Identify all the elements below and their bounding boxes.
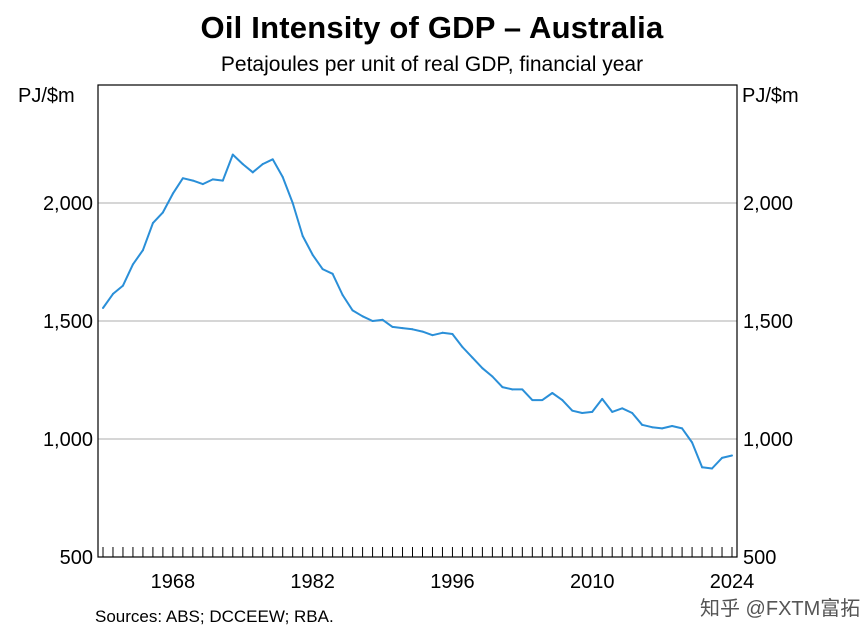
data-point <box>671 425 674 428</box>
data-point <box>181 177 184 180</box>
data-point <box>641 423 644 426</box>
data-point <box>351 309 354 312</box>
data-point <box>681 427 684 430</box>
data-point <box>441 331 444 334</box>
chart-subtitle: Petajoules per unit of real GDP, financi… <box>220 53 644 76</box>
data-point <box>721 456 724 459</box>
data-point <box>501 386 504 389</box>
data-point <box>541 399 544 402</box>
series-line <box>102 153 733 470</box>
data-point <box>221 179 224 182</box>
data-point <box>281 176 284 179</box>
data-point <box>301 235 304 238</box>
data-point <box>121 284 124 287</box>
data-point <box>561 399 564 402</box>
plot-frame <box>97 84 738 558</box>
data-point <box>611 410 614 413</box>
data-point <box>211 178 214 181</box>
data-point <box>361 315 364 318</box>
data-point <box>381 318 384 321</box>
data-point <box>331 272 334 275</box>
y-tick-label-left: 2,000 <box>43 193 93 215</box>
data-point <box>691 441 694 444</box>
left-axis-unit: PJ/$m <box>18 85 75 107</box>
y-tick-label-left: 1,000 <box>43 429 93 451</box>
y-tick-label-left: 500 <box>60 547 93 569</box>
data-point <box>701 466 704 469</box>
data-point <box>131 263 134 266</box>
chart-title: Oil Intensity of GDP – Australia <box>200 10 664 45</box>
y-tick-label-right: 500 <box>743 547 776 569</box>
data-point <box>491 375 494 378</box>
data-point <box>631 412 634 415</box>
data-point <box>481 367 484 370</box>
watermark: 知乎 @FXTM富拓 <box>700 598 861 620</box>
data-point <box>711 467 714 470</box>
data-point <box>651 426 654 429</box>
data-point <box>191 179 194 182</box>
x-tick-label: 2024 <box>710 571 755 593</box>
data-point <box>371 320 374 322</box>
data-point <box>591 410 594 413</box>
data-point <box>411 328 414 331</box>
data-point <box>461 345 464 348</box>
data-point <box>451 332 454 335</box>
data-point <box>231 153 234 156</box>
data-point <box>251 171 254 174</box>
data-point <box>521 388 524 391</box>
data-point <box>241 163 244 166</box>
y-tick-label-right: 1,500 <box>743 311 793 333</box>
data-point <box>161 211 164 214</box>
data-point <box>471 356 474 359</box>
data-point <box>661 427 664 430</box>
data-point <box>731 454 734 457</box>
data-point <box>401 327 404 330</box>
data-point <box>321 268 324 271</box>
x-tick-label: 1982 <box>290 571 335 593</box>
right-axis-unit: PJ/$m <box>742 85 799 107</box>
y-tick-label-right: 2,000 <box>743 193 793 215</box>
data-point <box>551 391 554 394</box>
data-point <box>571 409 574 412</box>
data-point <box>511 388 514 391</box>
x-tick-label: 1968 <box>151 571 196 593</box>
data-point <box>291 202 294 204</box>
data-point <box>261 163 264 166</box>
data-point <box>531 399 534 402</box>
data-point <box>421 330 424 333</box>
data-point <box>201 183 204 186</box>
data-point <box>111 292 114 295</box>
data-point <box>581 412 584 415</box>
data-point <box>101 307 104 310</box>
data-point <box>311 253 314 256</box>
y-tick-label-right: 1,000 <box>743 429 793 451</box>
data-point <box>141 249 144 252</box>
data-point <box>271 158 274 161</box>
data-point <box>151 222 154 225</box>
data-point <box>621 407 624 410</box>
source-note: Sources: ABS; DCCEEW; RBA. <box>95 607 334 626</box>
data-point <box>601 397 604 400</box>
data-point <box>431 334 434 337</box>
x-tick-label: 1996 <box>430 571 475 593</box>
data-point <box>391 325 394 328</box>
y-tick-label-left: 1,500 <box>43 311 93 333</box>
data-point <box>171 192 174 195</box>
x-tick-label: 2010 <box>570 571 615 593</box>
data-point <box>341 294 344 297</box>
